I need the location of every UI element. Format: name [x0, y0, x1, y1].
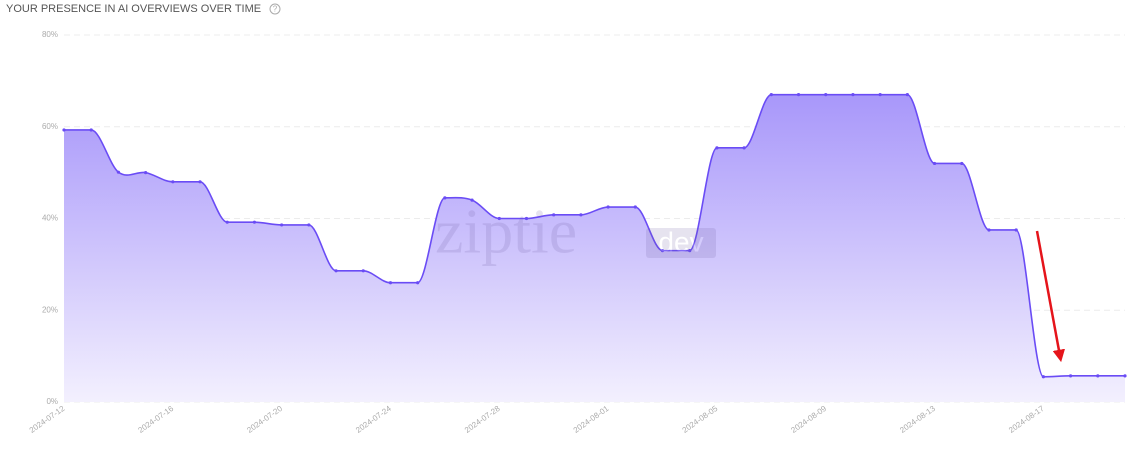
area [64, 94, 1125, 402]
point [116, 170, 121, 174]
y-tick-label: 80% [42, 30, 58, 39]
point [334, 269, 338, 273]
x-tick-label: 2024-07-16 [136, 404, 175, 435]
point [144, 171, 148, 175]
x-tick-label: 2024-08-01 [572, 404, 611, 435]
x-tick-label: 2024-08-13 [898, 404, 937, 435]
chart-title: YOUR PRESENCE IN AI OVERVIEWS OVER TIME [6, 3, 261, 15]
point [252, 220, 257, 224]
point [307, 223, 311, 227]
point [606, 205, 610, 209]
x-tick-label: 2024-07-12 [28, 404, 67, 435]
point [62, 128, 66, 132]
x-tick-label: 2024-08-09 [789, 404, 828, 435]
point [1068, 374, 1073, 378]
point [905, 93, 909, 97]
x-tick-label: 2024-07-24 [354, 404, 393, 435]
point [715, 146, 719, 150]
point [225, 220, 229, 224]
point [1014, 228, 1018, 232]
point [878, 93, 882, 97]
point [443, 196, 447, 200]
point [1123, 374, 1127, 378]
point [932, 161, 937, 166]
watermark-text: dev [658, 226, 703, 257]
point [552, 213, 556, 217]
point [171, 180, 175, 184]
y-tick-label: 40% [42, 214, 58, 223]
point [388, 281, 393, 285]
point [524, 216, 529, 221]
point [470, 198, 474, 202]
point [824, 93, 828, 97]
point [660, 249, 665, 253]
x-tick-label: 2024-07-20 [245, 404, 284, 435]
point [579, 213, 583, 217]
watermark: ziptie dev [435, 196, 716, 267]
x-tick-label: 2024-07-28 [463, 404, 502, 435]
point [688, 249, 692, 253]
watermark-text: ziptie [435, 196, 577, 267]
y-tick-label: 20% [42, 305, 58, 314]
point [1041, 375, 1045, 379]
help-icon[interactable] [269, 3, 281, 15]
y-tick-label: 60% [42, 122, 58, 131]
point [960, 161, 964, 166]
help-icon-mark: ? [273, 5, 278, 14]
point [851, 93, 855, 97]
point [1096, 374, 1100, 378]
y-tick-label: 0% [46, 397, 58, 406]
point [796, 93, 801, 97]
point [361, 269, 365, 273]
annotation-arrow [1035, 230, 1066, 363]
x-tick-label: 2024-08-05 [681, 404, 720, 435]
point [987, 228, 991, 232]
watermark-box [646, 228, 716, 258]
point [416, 281, 420, 285]
point [89, 128, 93, 132]
point [198, 180, 202, 184]
point [497, 216, 501, 221]
point [742, 146, 746, 150]
x-tick-label: 2024-08-17 [1007, 404, 1046, 435]
point [633, 205, 637, 209]
point [280, 223, 284, 227]
point [769, 93, 773, 97]
